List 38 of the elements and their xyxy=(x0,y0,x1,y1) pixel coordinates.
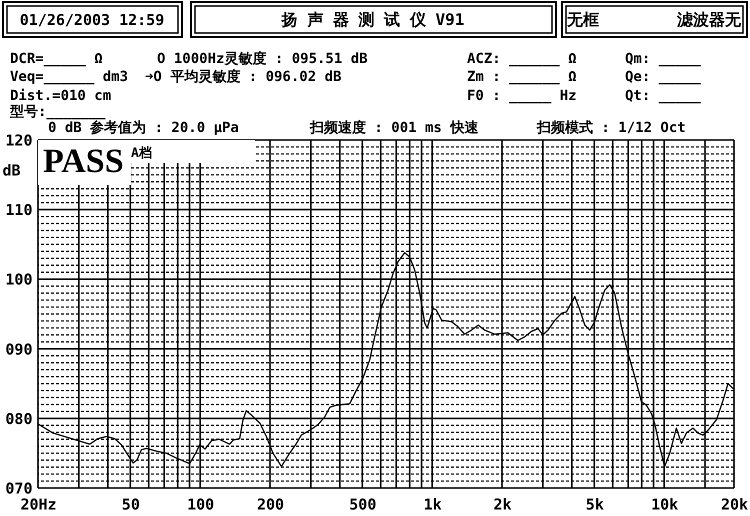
text: 无框 xyxy=(566,10,599,29)
x-tick-label: 1k xyxy=(424,496,442,514)
x-tick-label: 500 xyxy=(349,496,376,514)
text: Qe: _____ xyxy=(625,69,702,85)
text: O 1000Hz灵敏度 : 095.51 dB xyxy=(157,50,368,67)
text: DCR=_____ Ω xyxy=(10,51,103,67)
y-tick-label: 100 xyxy=(5,270,32,289)
y-tick-label: 080 xyxy=(5,410,32,428)
x-tick-label: 200 xyxy=(256,496,284,514)
x-tick-label: 50 xyxy=(122,496,140,514)
text: 0 dB 参考值为 : 20.0 μPa xyxy=(48,119,239,136)
text: F0 : _____ Hz xyxy=(467,88,577,104)
x-tick-label: 20Hz xyxy=(20,496,57,514)
x-tick-label: 100 xyxy=(187,496,214,514)
annotation: PASS xyxy=(43,143,124,180)
text: Zm : ______ Ω xyxy=(467,69,577,85)
text: 型号:_______ xyxy=(9,104,106,120)
text: ➜O 平均灵敏度 : 096.02 dB xyxy=(145,68,342,85)
text: Qt: _____ xyxy=(625,88,702,104)
text: 扫频模式 : 1/12 Oct xyxy=(536,120,686,136)
y-tick-label: 090 xyxy=(5,340,32,358)
text: 滤波器无 xyxy=(676,10,742,29)
text: ACZ: ______ Ω xyxy=(467,51,577,67)
text: Veq=______ dm3 xyxy=(10,69,128,85)
y-tick-label: 070 xyxy=(5,480,32,498)
x-tick-label: 2k xyxy=(493,496,512,514)
text: Dist.=010 cm xyxy=(10,88,112,104)
x-tick-label: 20k xyxy=(720,496,748,514)
x-tick-label: 10k xyxy=(651,496,678,514)
y-axis-title: dB xyxy=(2,162,21,180)
text: 01/26/2003 12:59 xyxy=(20,11,164,29)
y-tick-label: 120 xyxy=(5,132,32,150)
y-tick-label: 110 xyxy=(5,201,32,220)
x-tick-label: 5k xyxy=(586,496,604,514)
text: 扫频速度 : 001 ms 快速 xyxy=(309,119,480,136)
chart-title: 扬 声 器 测 试 仪 V91 xyxy=(280,10,464,29)
annotation: A档 xyxy=(131,146,152,161)
text: Qm: _____ xyxy=(625,51,702,67)
